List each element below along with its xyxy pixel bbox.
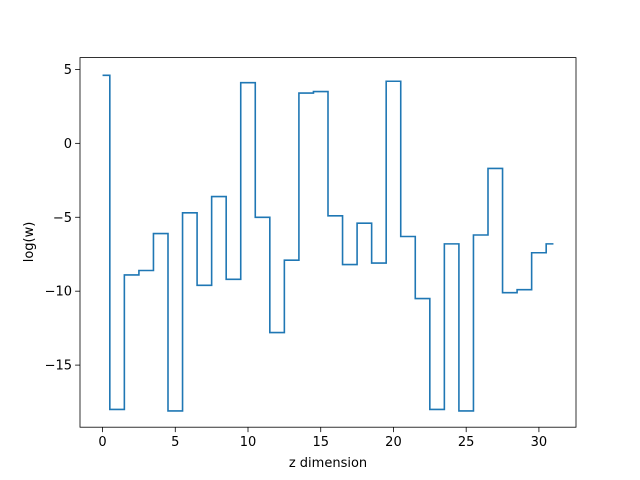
y-tick-label: −5 — [53, 211, 72, 226]
x-tick-label: 15 — [312, 435, 329, 450]
plot-area — [102, 74, 554, 412]
x-axis-ticks: 0 5 10 15 20 25 30 — [98, 427, 547, 450]
y-tick-label: 5 — [64, 63, 72, 78]
y-tick-label: −15 — [45, 359, 72, 374]
x-tick-label: 10 — [240, 435, 257, 450]
x-tick-label: 5 — [171, 435, 179, 450]
x-tick-label: 0 — [98, 435, 106, 450]
plot-frame — [79, 57, 577, 428]
y-tick-label: −10 — [45, 285, 72, 300]
y-tick-label: 0 — [64, 137, 72, 152]
x-axis-label: z dimension — [289, 456, 367, 471]
y-axis-label: log(w) — [22, 222, 37, 263]
x-tick-label: 30 — [531, 435, 548, 450]
x-tick-label: 20 — [385, 435, 402, 450]
series-line-0 — [102, 74, 554, 412]
y-axis-ticks: 5 0 −5 −10 −15 — [45, 63, 80, 374]
x-tick-label: 25 — [458, 435, 475, 450]
